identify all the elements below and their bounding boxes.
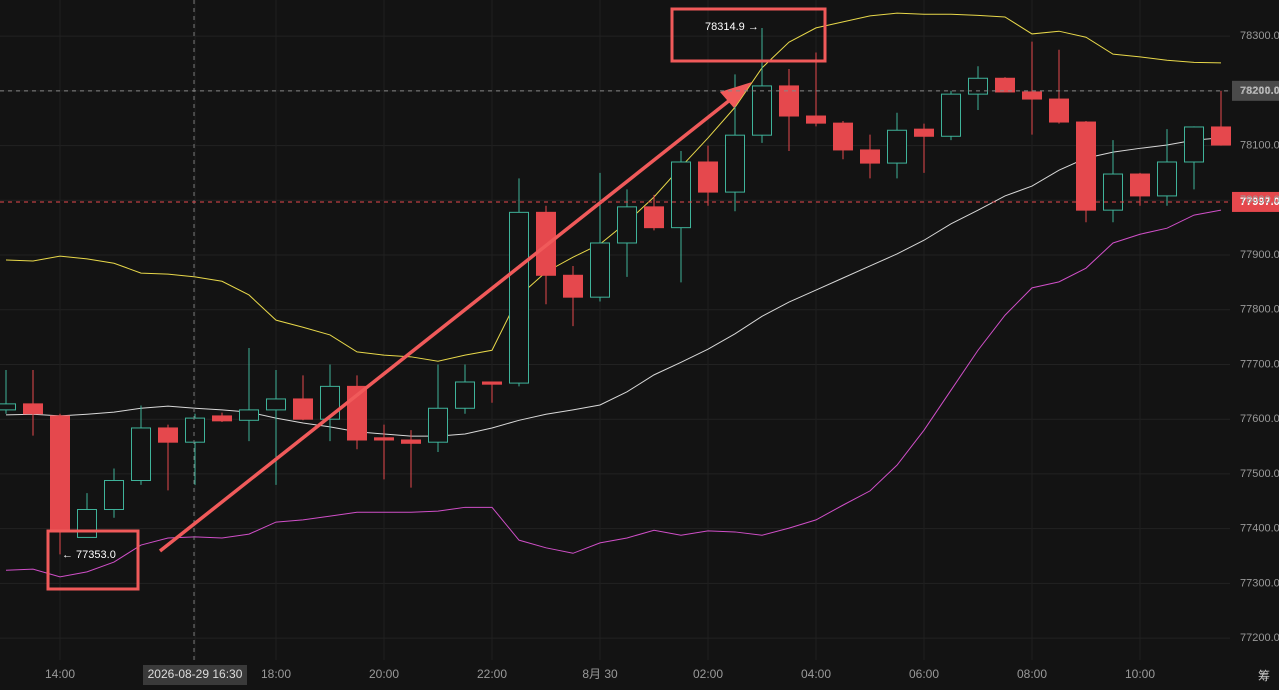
x-tick-label: 06:00 <box>909 667 939 681</box>
candle-body <box>401 439 421 444</box>
corner-label: 筹 <box>1258 669 1270 683</box>
x-tick-label: 04:00 <box>801 667 831 681</box>
candle-body <box>1211 126 1231 146</box>
candle-body <box>1130 173 1150 197</box>
price-label-bg <box>1232 80 1279 101</box>
band-line <box>5 137 1222 437</box>
y-tick-label: 77500.0 <box>1240 468 1279 480</box>
overlay: 78314.9 → ← 77353.0 筹 78200.0 77997.0 <box>0 7 1279 683</box>
candle-body <box>860 149 880 164</box>
candle-body <box>995 77 1015 93</box>
y-tick-label: 78200.0 <box>1240 85 1279 97</box>
candle-body <box>914 128 934 137</box>
y-tick-label: 78100.0 <box>1240 139 1279 151</box>
arrow-head <box>720 82 752 108</box>
candle-body <box>158 427 178 443</box>
band-line <box>5 12 1222 362</box>
candle-body <box>1049 98 1069 123</box>
candle-body <box>1157 161 1177 197</box>
candle-body <box>644 206 664 229</box>
x-tick-label: 22:00 <box>477 667 507 681</box>
price-label: 78200.0 <box>1240 85 1279 97</box>
candle-body <box>374 437 394 441</box>
candle-body <box>293 398 313 420</box>
candle-body <box>212 415 232 422</box>
bands <box>5 12 1222 578</box>
y-tick-label: 77400.0 <box>1240 523 1279 535</box>
x-tick-label: 20:00 <box>369 667 399 681</box>
y-tick-label: 77200.0 <box>1240 632 1279 644</box>
candle-body <box>698 161 718 193</box>
candle-body <box>671 161 691 229</box>
x-tick-label: 10:00 <box>1125 667 1155 681</box>
price-label: 77997.0 <box>1240 196 1279 208</box>
candle-body <box>185 417 205 443</box>
high-box <box>670 7 827 63</box>
candle-body <box>617 206 637 244</box>
candle-body <box>590 242 610 298</box>
candle-body <box>968 77 988 95</box>
candle-body <box>509 211 529 384</box>
candle-body <box>428 407 448 443</box>
y-tick-label: 77800.0 <box>1240 304 1279 316</box>
y-tick-label: 77700.0 <box>1240 358 1279 370</box>
candle-body <box>563 274 583 298</box>
candle-body <box>1022 91 1042 100</box>
low-box <box>46 529 140 591</box>
candle-body <box>833 122 853 151</box>
candle-body <box>0 403 16 411</box>
band-line <box>5 209 1222 578</box>
x-tick-label: 02:00 <box>693 667 723 681</box>
y-tick-label: 77900.0 <box>1240 249 1279 261</box>
arrow-shaft <box>158 94 737 553</box>
x-tick-label: 8月 30 <box>582 667 618 681</box>
candle-body <box>779 85 799 117</box>
candle-body <box>239 409 259 421</box>
candle-body <box>941 93 961 137</box>
high-annotation: 78314.9 → <box>705 21 759 33</box>
candle-body <box>104 479 124 511</box>
candle-body <box>23 403 43 415</box>
candle-body <box>1076 121 1096 211</box>
candle-body <box>725 134 745 193</box>
candle-body <box>887 129 907 164</box>
grid <box>0 0 1230 660</box>
candle-body <box>50 415 70 531</box>
x-tick-label: 18:00 <box>261 667 291 681</box>
candle-body <box>131 427 151 481</box>
price-label-bg <box>1232 191 1279 212</box>
y-tick-label: 78300.0 <box>1240 30 1279 42</box>
candle-body <box>806 115 826 124</box>
candle-body <box>1184 126 1204 163</box>
y-tick-label: 77600.0 <box>1240 413 1279 425</box>
x-tick-label: 08:00 <box>1017 667 1047 681</box>
candle-body <box>266 398 286 411</box>
candle-body <box>455 381 475 409</box>
candle-body <box>77 509 97 538</box>
candle-body <box>752 85 772 136</box>
candle-body <box>1103 173 1123 211</box>
candle-body <box>482 381 502 385</box>
x-tick-label: 2026-08-29 16:30 <box>148 667 243 681</box>
crosshair-label-bg <box>143 665 247 685</box>
y-tick-label: 77300.0 <box>1240 577 1279 589</box>
x-tick-label: 14:00 <box>45 667 75 681</box>
low-annotation: ← 77353.0 <box>62 549 116 561</box>
y-tick-label: 78000.0 <box>1240 194 1279 206</box>
